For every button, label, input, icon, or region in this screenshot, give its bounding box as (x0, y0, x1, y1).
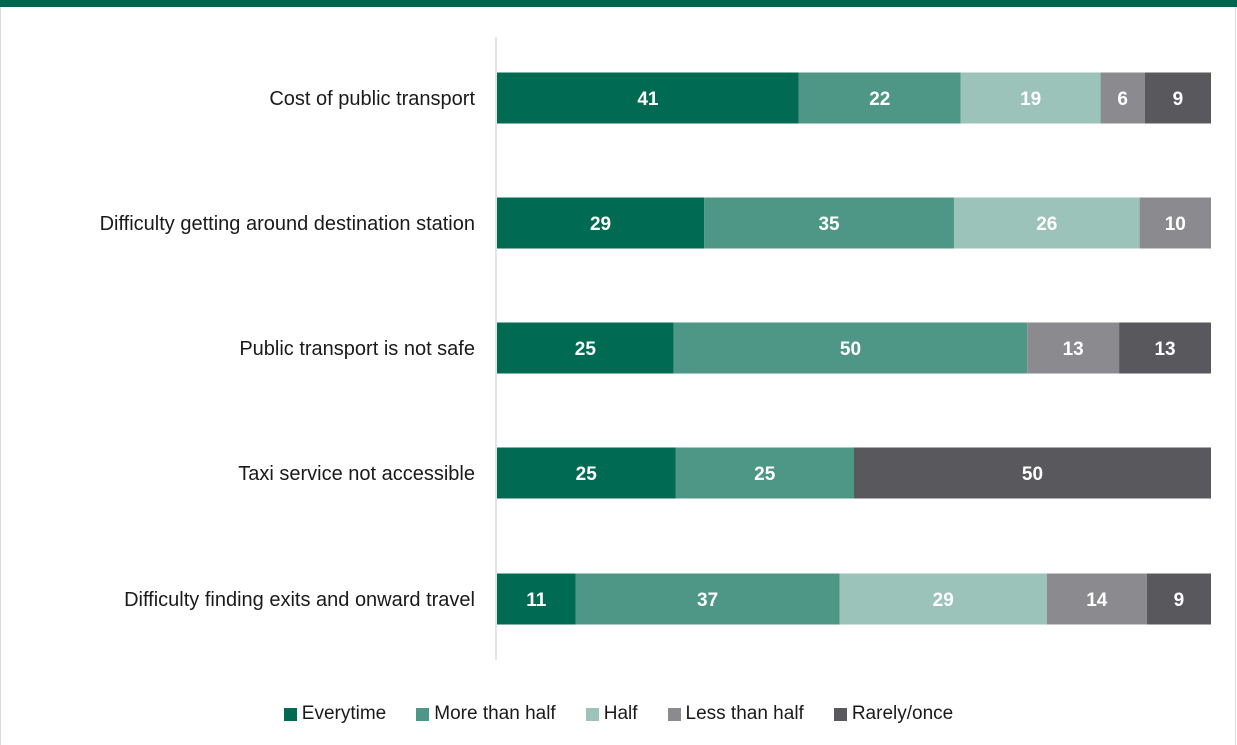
data-label: 41 (637, 89, 659, 110)
legend-item: More than half (416, 703, 556, 725)
legend-label: Half (603, 703, 638, 724)
category-label: Public transport is not safe (239, 338, 475, 360)
bar-segment (953, 197, 1140, 249)
data-label: 25 (575, 339, 597, 360)
bar-segment (1144, 72, 1211, 124)
bar-segment (497, 447, 676, 499)
legend-swatch (283, 707, 297, 721)
bar-segment (675, 447, 854, 499)
legend-label: Rarely/once (851, 703, 954, 724)
bar-segment (497, 72, 799, 124)
data-label: 25 (754, 464, 776, 485)
data-label: 19 (1020, 89, 1041, 110)
legend-item: Everytime (283, 703, 387, 725)
bar-segment (497, 322, 674, 374)
data-label: 6 (1117, 89, 1128, 110)
legend-item: Half (585, 703, 638, 725)
bar-segment (1046, 573, 1147, 625)
legend-item: Rarely/once (833, 703, 954, 725)
data-label: 22 (869, 89, 890, 110)
data-label: 9 (1174, 590, 1185, 611)
bar-segment (854, 447, 1211, 499)
category-label: Taxi service not accessible (238, 463, 475, 485)
legend-swatch (833, 707, 847, 721)
bar-segment (673, 322, 1028, 374)
legend-label: Less than half (685, 703, 804, 724)
bar-segment (497, 197, 705, 249)
category-label: Cost of public transport (269, 88, 475, 110)
bar-segment (960, 72, 1101, 124)
data-label: 35 (818, 214, 840, 235)
data-label: 11 (526, 590, 547, 611)
chart-frame (0, 7, 1236, 745)
bar-segment (704, 197, 954, 249)
data-label: 14 (1086, 590, 1108, 611)
category-label: Difficulty getting around destination st… (100, 213, 475, 235)
data-label: 10 (1165, 214, 1186, 235)
bar-segment (1027, 322, 1120, 374)
legend: Everytime More than half Half Less than hal… (0, 700, 1237, 728)
legend-swatch (667, 707, 681, 721)
legend-item: Less than half (667, 703, 804, 725)
data-label: 50 (840, 339, 861, 360)
top-accent-bar (0, 0, 1237, 7)
data-label: 13 (1154, 339, 1175, 360)
data-label: 29 (590, 214, 611, 235)
data-label: 29 (933, 590, 954, 611)
category-label: Difficulty finding exits and onward trav… (124, 589, 475, 611)
legend-swatch (585, 707, 599, 721)
bar-segment (1119, 322, 1211, 374)
data-label: 26 (1036, 214, 1057, 235)
data-label: 50 (1022, 464, 1043, 485)
legend-label: More than half (434, 703, 556, 724)
stacked-bar-chart: Cost of public transport 41 22 19 6 9 Difficul… (100, 37, 1211, 660)
bar-segment (839, 573, 1047, 625)
bar-segment (1100, 72, 1145, 124)
bar-segment (497, 573, 576, 625)
legend-swatch (416, 707, 430, 721)
data-label: 13 (1063, 339, 1084, 360)
bar-segment (798, 72, 961, 124)
data-label: 9 (1173, 89, 1184, 110)
data-label: 25 (576, 464, 598, 485)
bar-segment (575, 573, 840, 625)
bar-segment (1139, 197, 1211, 249)
legend-label: Everytime (301, 703, 387, 724)
bar-segment (1146, 573, 1211, 625)
data-label: 37 (697, 590, 718, 611)
